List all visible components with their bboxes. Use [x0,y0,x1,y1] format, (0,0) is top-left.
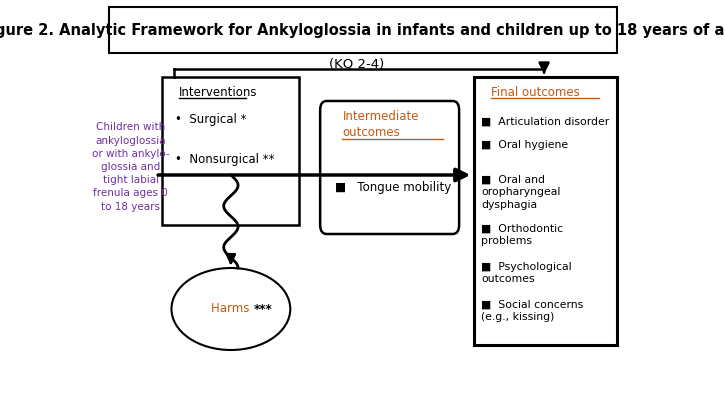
Text: •  Surgical *: • Surgical * [175,112,247,125]
Text: ■  Oral hygiene: ■ Oral hygiene [481,140,568,150]
Text: Figure 2. Analytic Framework for Ankyloglossia in infants and children up to 18 : Figure 2. Analytic Framework for Ankylog… [0,23,725,37]
Text: ■  Articulation disorder: ■ Articulation disorder [481,117,610,127]
Text: Final outcomes: Final outcomes [491,85,579,98]
Text: Intermediate
outcomes: Intermediate outcomes [342,110,419,139]
Text: ***: *** [254,303,273,316]
Text: ■  Oral and
oropharyngeal
dysphagia: ■ Oral and oropharyngeal dysphagia [481,175,561,210]
FancyBboxPatch shape [109,7,617,53]
Text: (KQ 2-4): (KQ 2-4) [329,58,384,71]
FancyBboxPatch shape [474,77,617,345]
Text: ■  Psychological
outcomes: ■ Psychological outcomes [481,262,572,284]
Text: ■   Tongue mobility: ■ Tongue mobility [335,181,452,193]
Text: Harms: Harms [212,303,254,316]
FancyBboxPatch shape [162,77,299,225]
FancyBboxPatch shape [320,101,459,234]
Text: Interventions: Interventions [179,85,257,98]
Text: Children with
ankyloglossia
or with ankylo-
glossia and
tight labial
frenula age: Children with ankyloglossia or with anky… [92,122,170,212]
Text: ■  Social concerns
(e.g., kissing): ■ Social concerns (e.g., kissing) [481,300,584,322]
Text: ■  Orthodontic
problems: ■ Orthodontic problems [481,224,563,247]
Ellipse shape [172,268,290,350]
Text: •  Nonsurgical **: • Nonsurgical ** [175,152,275,166]
